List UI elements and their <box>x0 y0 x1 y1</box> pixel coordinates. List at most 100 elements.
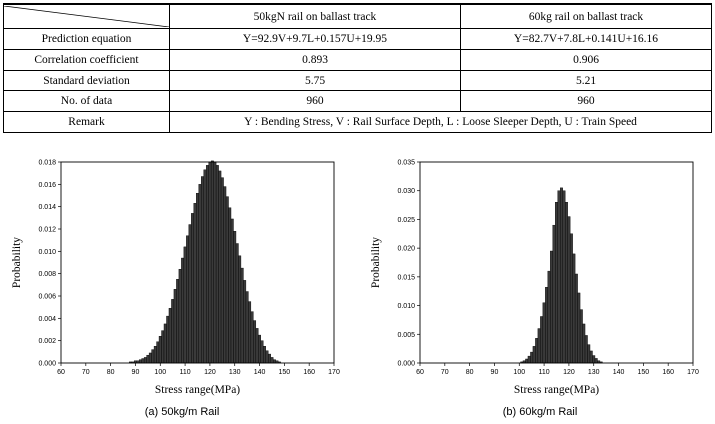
histogram-bar <box>245 291 249 364</box>
histogram-bar <box>532 346 536 364</box>
histogram-bar <box>270 357 274 364</box>
x-tick-label: 100 <box>154 369 166 376</box>
histogram-bar <box>255 328 259 364</box>
histogram-bar <box>579 309 583 364</box>
y-tick-label: 0.008 <box>38 271 56 278</box>
regression-table: 50kgN rail on ballast track 60kg rail on… <box>3 3 712 133</box>
x-tick-label: 140 <box>254 369 266 376</box>
histogram-bar <box>243 280 247 364</box>
histogram-bar <box>151 349 155 364</box>
cell-value: 5.21 <box>460 69 712 92</box>
histogram-bar <box>176 279 180 364</box>
histogram-bar <box>205 165 209 364</box>
y-tick-label: 0.010 <box>38 249 56 256</box>
x-tick-label: 170 <box>328 369 340 376</box>
y-tick-label: 0.010 <box>397 303 415 310</box>
histogram-bar <box>186 235 190 364</box>
histogram-bar <box>238 255 242 364</box>
remark-label: Remark <box>3 111 170 133</box>
histogram-bar <box>188 224 192 364</box>
x-axis-label: Stress range(MPa) <box>514 384 599 396</box>
histogram-bar <box>225 196 229 364</box>
x-tick-label: 90 <box>132 369 140 376</box>
x-tick-label: 80 <box>107 369 115 376</box>
cell-value: 960 <box>460 90 712 113</box>
x-tick-label: 120 <box>563 369 575 376</box>
table-row: Remark Y : Bending Stress, V : Rail Surf… <box>3 111 712 133</box>
histogram-bar <box>567 216 571 364</box>
x-tick-label: 160 <box>662 369 674 376</box>
y-tick-label: 0.025 <box>397 217 415 224</box>
y-tick-label: 0.020 <box>397 246 415 253</box>
histogram-bar <box>183 246 187 364</box>
histogram-bar <box>552 224 556 364</box>
histogram-bar <box>562 190 566 364</box>
histogram-bar <box>138 359 142 364</box>
x-tick-label: 110 <box>539 369 550 376</box>
histogram-bar <box>263 346 266 364</box>
caption-50kg: (a) 50kg/m Rail <box>144 406 220 418</box>
histogram-bar <box>228 207 232 364</box>
plot-frame <box>60 161 335 364</box>
row-label: Prediction equation <box>3 28 170 50</box>
histogram-bar <box>156 341 160 364</box>
y-axis-label: Probability <box>370 237 382 288</box>
histogram-bar <box>569 233 573 364</box>
histogram-bar <box>564 202 568 364</box>
histogram-60kg: 60 70 80 90 100 110 120 130 140 150 160 170 0.000 0.0… <box>363 150 703 400</box>
histogram-bar <box>530 351 534 364</box>
table-row: Correlation coefficient 0.893 0.906 <box>3 48 712 71</box>
table-row: Prediction equation Y=92.9V+9.7L+0.157U+… <box>3 28 712 50</box>
chart-axes: 60 70 80 90 100 110 120 130 140 150 160 170 0.000 0.0… <box>397 160 698 377</box>
histogram-bar <box>557 190 561 364</box>
histogram-bar <box>208 161 212 364</box>
histogram-bar <box>589 350 593 364</box>
column-header-50kgN: 50kgN rail on ballast track <box>169 3 461 30</box>
histogram-bar <box>574 273 578 364</box>
histogram-bar <box>542 302 546 364</box>
histogram-bar <box>248 301 252 364</box>
y-tick-label: 0.030 <box>397 188 415 195</box>
histogram-bar <box>181 257 185 364</box>
histogram-bar <box>173 289 177 364</box>
histogram-bar <box>218 170 222 364</box>
histogram-bar <box>582 323 586 364</box>
histogram-bar <box>191 213 194 364</box>
x-tick-label: 120 <box>204 369 216 376</box>
histogram-bar <box>166 315 170 364</box>
histogram-bar <box>560 187 563 364</box>
plot-frame <box>419 161 694 364</box>
row-label: Correlation coefficient <box>3 48 170 71</box>
histogram-bar <box>250 311 254 364</box>
histogram-bar <box>545 286 549 364</box>
y-tick-label: 0.006 <box>38 294 56 301</box>
cell-value: 0.893 <box>169 48 461 71</box>
x-tick-label: 150 <box>638 369 650 376</box>
histogram-bar <box>220 177 224 364</box>
column-header-60kg: 60kg rail on ballast track <box>460 3 712 30</box>
histogram-50kg: 60 70 80 90 100 110 120 130 140 150 160 170 0.000 0.0… <box>4 150 344 400</box>
histogram-bar <box>555 202 558 364</box>
histogram-bar <box>143 357 147 364</box>
y-tick-label: 0.012 <box>38 227 56 234</box>
x-tick-label: 60 <box>57 369 65 376</box>
histogram-bar <box>158 335 162 364</box>
histogram-bar <box>141 358 145 364</box>
cell-value: Y=82.7V+7.8L+0.141U+16.16 <box>460 28 712 50</box>
chart-axes: 60 70 80 90 100 110 120 130 140 150 160 170 0.000 0.0… <box>38 160 339 377</box>
row-label: Standard deviation <box>3 69 170 92</box>
diagonal-divider <box>4 6 169 28</box>
x-axis-label: Stress range(MPa) <box>155 384 240 396</box>
histogram-bar <box>196 193 199 364</box>
caption-60kg: (b) 60kg/m Rail <box>502 406 578 418</box>
y-tick-label: 0.035 <box>397 160 415 167</box>
y-tick-label: 0.018 <box>38 160 56 167</box>
cell-value: 960 <box>169 90 461 113</box>
x-tick-label: 140 <box>613 369 625 376</box>
histogram-bar <box>230 218 234 364</box>
histogram-bar <box>193 203 197 364</box>
histogram-bar <box>233 231 237 364</box>
y-tick-label: 0.002 <box>38 338 56 345</box>
y-tick-label: 0.004 <box>38 316 56 323</box>
x-tick-label: 90 <box>491 369 499 376</box>
